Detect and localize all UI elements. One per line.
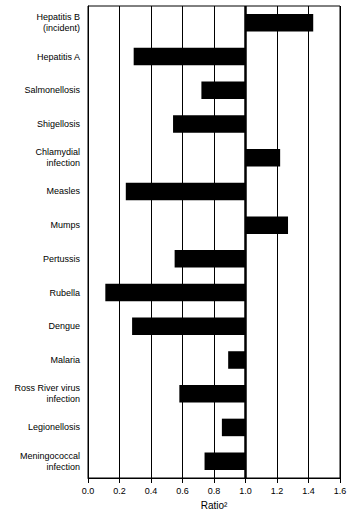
- svg-text:1.0: 1.0: [239, 486, 252, 496]
- svg-text:Shigellosis: Shigellosis: [37, 119, 81, 129]
- svg-text:0.4: 0.4: [145, 486, 158, 496]
- svg-text:Hepatitis A: Hepatitis A: [37, 52, 80, 62]
- svg-text:Pertussis: Pertussis: [43, 254, 81, 264]
- svg-text:(incident): (incident): [43, 23, 80, 33]
- svg-text:0.0: 0.0: [82, 486, 95, 496]
- svg-text:infection: infection: [46, 394, 80, 404]
- svg-text:0.6: 0.6: [176, 486, 189, 496]
- svg-text:0.8: 0.8: [208, 486, 221, 496]
- svg-text:Hepatitis B: Hepatitis B: [36, 12, 80, 22]
- svg-text:Mumps: Mumps: [50, 220, 80, 230]
- svg-text:Dengue: Dengue: [48, 321, 80, 331]
- svg-text:1.2: 1.2: [271, 486, 284, 496]
- svg-text:Legionellosis: Legionellosis: [28, 422, 81, 432]
- svg-text:1.4: 1.4: [302, 486, 315, 496]
- svg-text:Ratio²: Ratio²: [201, 500, 228, 511]
- svg-text:infection: infection: [46, 462, 80, 472]
- svg-text:Measles: Measles: [46, 186, 80, 196]
- svg-text:Salmonellosis: Salmonellosis: [24, 85, 80, 95]
- svg-text:Malaria: Malaria: [50, 355, 80, 365]
- svg-text:Meningococcal: Meningococcal: [20, 451, 80, 461]
- svg-text:Rubella: Rubella: [49, 288, 80, 298]
- svg-text:0.2: 0.2: [113, 486, 126, 496]
- svg-text:1.6: 1.6: [334, 486, 347, 496]
- svg-text:infection: infection: [46, 158, 80, 168]
- svg-text:Chlamydial: Chlamydial: [35, 147, 80, 157]
- svg-text:Ross River virus: Ross River virus: [14, 383, 80, 393]
